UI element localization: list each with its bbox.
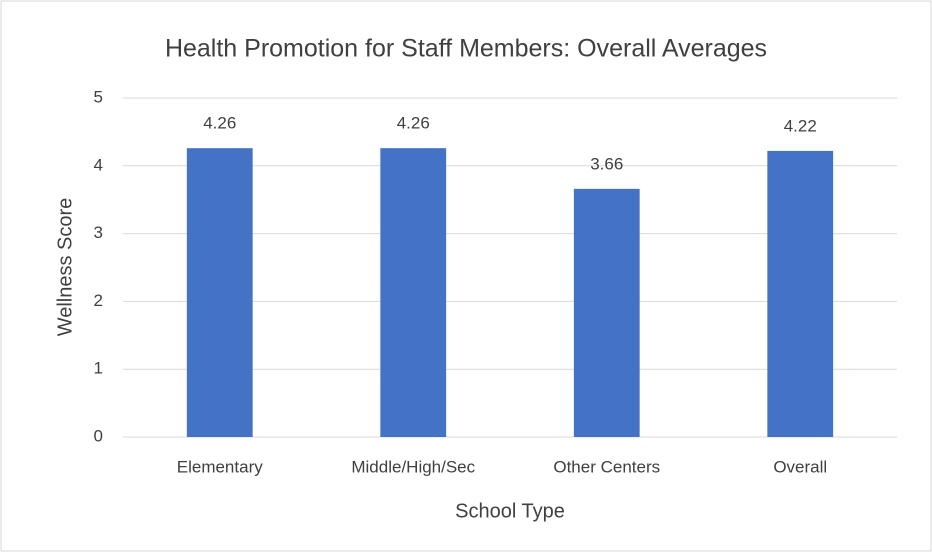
data-label: 4.26	[203, 114, 236, 133]
y-tick-label: 4	[94, 155, 103, 174]
x-tick-label: Elementary	[177, 457, 263, 476]
x-tick-label: Middle/High/Sec	[351, 457, 475, 476]
y-tick-label: 3	[94, 223, 103, 242]
data-label: 3.66	[590, 154, 623, 173]
data-label: 4.22	[784, 116, 817, 135]
y-axis-title: Wellness Score	[54, 198, 76, 337]
data-label: 4.26	[397, 114, 430, 133]
x-tick-label: Other Centers	[553, 457, 660, 476]
bar	[573, 188, 640, 437]
y-tick-label: 0	[94, 426, 103, 445]
bar	[186, 148, 253, 437]
bar	[767, 150, 834, 437]
bar	[380, 148, 447, 437]
x-tick-label: Overall	[773, 457, 827, 476]
y-tick-label: 2	[94, 291, 103, 310]
y-tick-label: 5	[94, 87, 103, 106]
chart-title: Health Promotion for Staff Members: Over…	[165, 35, 767, 63]
x-axis-title: School Type	[455, 500, 565, 522]
y-tick-label: 1	[94, 359, 103, 378]
